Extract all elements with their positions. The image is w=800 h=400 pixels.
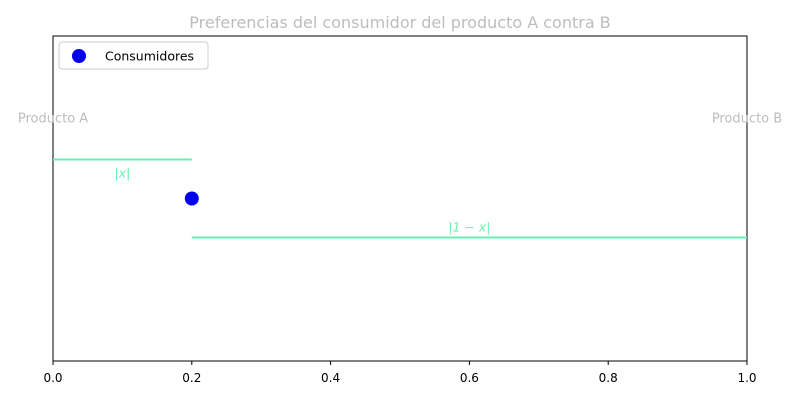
x-tick-label: 1.0 bbox=[737, 371, 756, 385]
x-tick-label: 0.8 bbox=[599, 371, 618, 385]
consumer-point bbox=[184, 191, 199, 206]
legend-label: Consumidores bbox=[105, 49, 194, 64]
product-label: Producto A bbox=[18, 111, 88, 126]
distance-label: |x| bbox=[114, 166, 130, 181]
x-tick-label: 0.0 bbox=[43, 371, 62, 385]
x-axis: 0.0 0.2 0.4 0.6 0.8 1.0 bbox=[43, 361, 757, 385]
plot-frame bbox=[52, 35, 748, 362]
legend-marker-icon bbox=[72, 49, 86, 63]
legend-box bbox=[58, 41, 209, 70]
x-tick-label: 0.6 bbox=[460, 371, 479, 385]
product-label: Producto B bbox=[712, 111, 782, 126]
x-tick-label: 0.2 bbox=[182, 371, 201, 385]
chart-title: Preferencias del consumidor del producto… bbox=[189, 13, 610, 32]
legend: Consumidores bbox=[58, 41, 209, 70]
plot-area: Producto A Producto B |x| |1 − x| bbox=[18, 111, 782, 239]
distance-label: |1 − x| bbox=[448, 220, 490, 235]
x-tick-label: 0.4 bbox=[321, 371, 340, 385]
